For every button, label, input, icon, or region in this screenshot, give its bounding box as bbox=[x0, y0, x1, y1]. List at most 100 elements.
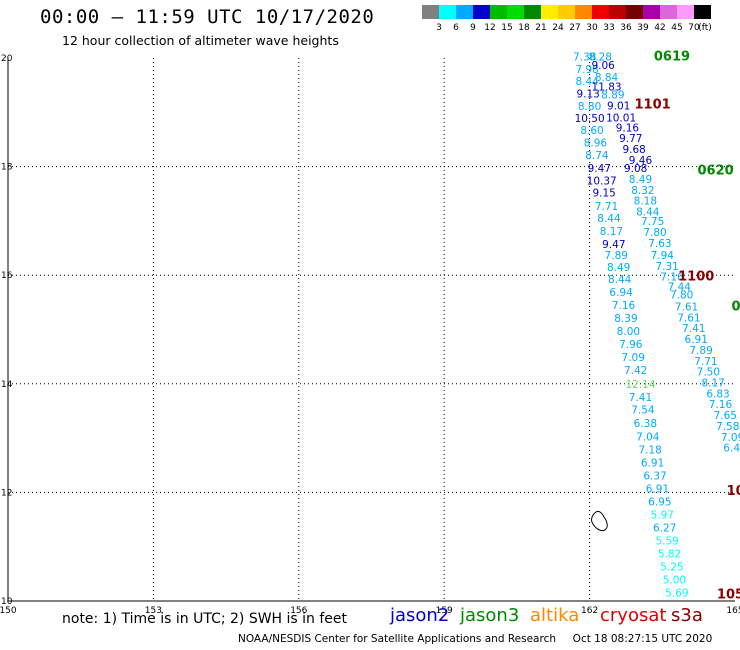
wave-height-value: 8.28 bbox=[589, 52, 612, 64]
wave-height-value: 7.71 bbox=[694, 356, 717, 368]
wave-height-value: 5.97 bbox=[651, 509, 674, 521]
wave-height-value: 9.08 bbox=[624, 163, 647, 175]
wave-height-value: 6.43 bbox=[723, 443, 740, 455]
y-tick-label: 14 bbox=[1, 380, 13, 390]
x-tick-label: 153 bbox=[145, 606, 162, 616]
track-time-label: 0621 bbox=[731, 299, 740, 314]
wave-height-value: 7.38 bbox=[573, 52, 596, 64]
track-time-labels: 0619 1101 0620 1100 0621 1059 1058 bbox=[635, 50, 740, 603]
track-time-label: 1101 bbox=[635, 97, 671, 112]
wave-height-value: 7.65 bbox=[714, 410, 737, 422]
scale-label: 18 bbox=[518, 23, 530, 33]
wave-height-value: 7.63 bbox=[648, 238, 671, 250]
wave-height-value: 11.83 bbox=[592, 82, 622, 94]
y-tick-label: 10 bbox=[1, 597, 13, 607]
footer-note: note: 1) Time is in UTC; 2) SWH is in fe… bbox=[62, 611, 348, 627]
wave-height-value: 8.89 bbox=[601, 90, 624, 102]
wave-height-value: 5.25 bbox=[660, 562, 683, 574]
wave-height-value: 7.54 bbox=[631, 405, 655, 417]
wave-height-value: 7.98 bbox=[575, 64, 598, 76]
legend-cryosat: cryosat bbox=[600, 605, 667, 626]
wave-height-value: 9.13 bbox=[576, 89, 599, 101]
scale-swatch bbox=[439, 5, 456, 19]
wave-height-value: 7.09 bbox=[721, 432, 740, 444]
track-time-label: 0619 bbox=[654, 50, 690, 65]
wave-height-value: 7.61 bbox=[677, 312, 700, 324]
wave-height-value: 7.41 bbox=[629, 392, 652, 404]
wave-height-value: 9.68 bbox=[622, 144, 645, 156]
wave-height-value: 8.74 bbox=[585, 150, 609, 162]
footer-credit: NOAA/NESDIS Center for Satellite Applica… bbox=[238, 633, 713, 645]
wave-height-value: 8.44 bbox=[575, 76, 599, 88]
scale-swatch bbox=[524, 5, 541, 19]
y-tick-label: 20 bbox=[1, 54, 13, 64]
scale-swatch bbox=[507, 5, 524, 19]
wave-height-value: 8.49 bbox=[607, 262, 630, 274]
legend-s3a: s3a bbox=[671, 605, 703, 626]
wave-height-value: 6.91 bbox=[646, 483, 669, 495]
wave-height-value: 5.69 bbox=[665, 588, 688, 600]
y-tick-label: 12 bbox=[1, 488, 12, 498]
wave-height-value: 9.16 bbox=[616, 122, 640, 134]
wave-height-value: 5.59 bbox=[655, 536, 678, 548]
x-tick-label: 162 bbox=[581, 606, 598, 616]
scale-label: 3 bbox=[436, 23, 442, 33]
wave-height-value: 7.58 bbox=[716, 421, 739, 433]
scale-label: 21 bbox=[535, 23, 547, 33]
wave-height-value: 5.82 bbox=[658, 549, 681, 561]
wave-height-value: 8.44 bbox=[608, 274, 632, 286]
scale-swatch bbox=[677, 5, 694, 19]
legend-jason2: jason2 bbox=[390, 605, 450, 626]
scale-label: 9 bbox=[470, 23, 476, 33]
x-tick-label: 150 bbox=[0, 606, 17, 616]
scale-swatch bbox=[609, 5, 626, 19]
track-time-label: 0620 bbox=[698, 164, 734, 179]
scale-label: 70 bbox=[688, 23, 700, 33]
wave-height-value: 10.37 bbox=[587, 176, 617, 188]
legend-jason3: jason3 bbox=[460, 605, 520, 626]
wave-height-value: 7.16 bbox=[612, 300, 636, 312]
wave-height-value: 9.01 bbox=[607, 101, 630, 113]
wave-height-value: 7.89 bbox=[689, 345, 712, 357]
wave-height-value: 7.71 bbox=[595, 201, 618, 213]
wave-height-value: 10.50 bbox=[575, 113, 605, 125]
wave-height-value: 7.18 bbox=[638, 444, 661, 456]
wave-height-value: 7.16 bbox=[660, 272, 684, 284]
track-time-label: 1100 bbox=[678, 270, 714, 285]
map-title: 00:00 – 11:59 UTC 10/17/2020 bbox=[40, 6, 375, 28]
wave-height-value: 8.49 bbox=[629, 174, 652, 186]
wave-height-value: 8.32 bbox=[631, 185, 654, 197]
scale-swatch bbox=[422, 5, 439, 19]
wave-height-value: 6.91 bbox=[685, 334, 708, 346]
x-tick-label: 156 bbox=[290, 606, 307, 616]
wave-height-value: 6.27 bbox=[653, 522, 676, 534]
wave-height-value: 7.09 bbox=[622, 352, 645, 364]
wave-height-value: 7.80 bbox=[670, 290, 693, 302]
wave-height-value: 7.16 bbox=[709, 399, 733, 411]
scale-label: 6 bbox=[453, 23, 459, 33]
wave-height-value: 10.01 bbox=[606, 113, 636, 125]
wave-height-value: 8.00 bbox=[617, 326, 640, 338]
scale-swatch bbox=[456, 5, 473, 19]
wave-height-value: 8.44 bbox=[597, 213, 621, 225]
wave-height-value: 7.80 bbox=[643, 227, 666, 239]
wave-height-value: 6.91 bbox=[641, 457, 664, 469]
scale-label: (ft) bbox=[698, 23, 712, 33]
scale-label: 36 bbox=[620, 23, 632, 33]
legend-altika: altika bbox=[530, 605, 580, 626]
scale-label: 27 bbox=[569, 23, 581, 33]
scale-swatch bbox=[490, 5, 507, 19]
wave-height-value: 9.77 bbox=[619, 133, 642, 145]
scale-label: 30 bbox=[586, 23, 598, 33]
wave-height-value: 7.50 bbox=[697, 367, 720, 379]
wave-height-value: 7.44 bbox=[668, 281, 692, 293]
scale-swatch bbox=[558, 5, 575, 19]
wave-height-value: 9.06 bbox=[591, 60, 615, 72]
wave-height-value: 7.04 bbox=[636, 431, 660, 443]
scale-swatch bbox=[660, 5, 677, 19]
scale-swatch bbox=[473, 5, 490, 19]
wave-height-value: 8.60 bbox=[580, 125, 603, 137]
y-tick-label: 18 bbox=[1, 163, 13, 173]
